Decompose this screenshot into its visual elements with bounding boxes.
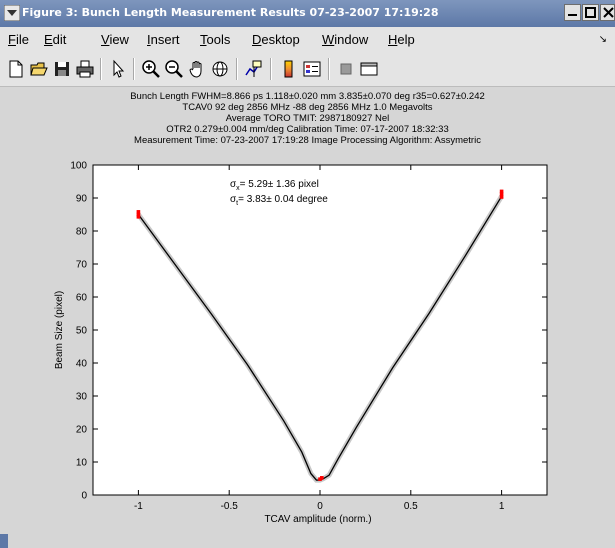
x-tick-label: -0.5 xyxy=(221,501,239,512)
header-line-toro: Average TORO TMIT: 2987180927 Nel xyxy=(225,113,390,124)
x-tick-label: -1 xyxy=(134,501,143,512)
measured-point xyxy=(136,212,141,217)
window-corner xyxy=(0,534,8,548)
rotate-3d-icon[interactable] xyxy=(210,59,230,79)
menu-bar: File Edit View Insert Tools Desktop Wind… xyxy=(0,27,615,51)
hide-plot-tools-icon[interactable] xyxy=(336,59,356,79)
window-title: Figure 3: Bunch Length Measurement Resul… xyxy=(22,6,439,19)
close-icon xyxy=(603,7,614,18)
maximize-button[interactable] xyxy=(582,4,599,21)
x-tick-label: 0 xyxy=(317,501,323,512)
measured-point xyxy=(136,210,141,214)
y-tick-label: 90 xyxy=(76,194,88,205)
toolbar-separator xyxy=(133,58,135,80)
menu-window[interactable]: Window xyxy=(322,32,369,47)
window-menu-icon[interactable] xyxy=(4,5,20,21)
menu-desktop[interactable]: Desktop xyxy=(252,32,300,47)
measured-point xyxy=(318,477,322,481)
sigma-t-annotation: σt= 3.83± 0.04 degree xyxy=(230,194,328,207)
menu-tools[interactable]: Tools xyxy=(200,32,231,47)
pointer-icon[interactable] xyxy=(108,59,128,79)
y-tick-label: 80 xyxy=(76,227,88,238)
x-tick-label: 1 xyxy=(499,501,505,512)
sigma-x-annotation: σx= 5.29± 1.36 pixel xyxy=(230,179,319,192)
measured-point xyxy=(499,195,504,199)
pan-hand-icon[interactable] xyxy=(187,59,207,79)
toolbar-separator xyxy=(236,58,238,80)
x-axis-label: TCAV amplitude (norm.) xyxy=(264,514,371,525)
toolbar-separator xyxy=(328,58,330,80)
header-line-otr: OTR2 0.279±0.004 mm/deg Calibration Time… xyxy=(166,124,449,135)
y-tick-label: 40 xyxy=(76,359,88,370)
minimize-icon xyxy=(568,14,577,16)
menu-edit[interactable]: Edit xyxy=(44,32,67,47)
x-tick-label: 0.5 xyxy=(404,501,418,512)
open-file-icon[interactable] xyxy=(29,59,49,79)
menu-help[interactable]: Help xyxy=(388,32,415,47)
y-tick-label: 0 xyxy=(81,491,87,502)
menu-overflow-icon[interactable]: ↘ xyxy=(598,34,607,45)
show-plot-tools-icon[interactable] xyxy=(359,59,379,79)
measurement-header: Bunch Length FWHM=8.866 ps 1.118±0.020 m… xyxy=(0,91,615,146)
y-tick-label: 10 xyxy=(76,458,88,469)
y-tick-label: 70 xyxy=(76,260,88,271)
header-line-measurement-time: Measurement Time: 07-23-2007 17:19:28 Im… xyxy=(134,135,481,146)
legend-icon[interactable] xyxy=(302,59,322,79)
zoom-in-icon[interactable] xyxy=(141,59,161,79)
data-cursor-icon[interactable] xyxy=(244,59,264,79)
measured-point xyxy=(136,215,141,219)
header-line-tcav: TCAV0 92 deg 2856 MHz -88 deg 2856 MHz 1… xyxy=(182,102,433,113)
colorbar-icon[interactable] xyxy=(279,59,299,79)
measured-point xyxy=(499,189,504,194)
maximize-icon xyxy=(585,7,596,18)
y-tick-label: 100 xyxy=(70,161,87,172)
beam-size-plot[interactable]: 0 10 20 30 40 50 60 70 80 90 100 -1 -0.5 0 0.5 1 Beam … xyxy=(0,87,615,542)
y-tick-label: 30 xyxy=(76,392,88,403)
y-axis-label: Beam Size (pixel) xyxy=(54,291,65,369)
header-line-bunch-length: Bunch Length FWHM=8.866 ps 1.118±0.020 m… xyxy=(130,91,485,102)
menu-insert[interactable]: Insert xyxy=(147,32,180,47)
new-file-icon[interactable] xyxy=(6,59,26,79)
y-axis-ticks: 0 10 20 30 40 50 60 70 80 90 100 xyxy=(70,161,547,502)
y-tick-label: 20 xyxy=(76,425,88,436)
menu-view[interactable]: View xyxy=(101,32,129,47)
minimize-button[interactable] xyxy=(564,4,581,21)
toolbar-separator xyxy=(270,58,272,80)
figure-toolbar xyxy=(0,51,615,87)
print-icon[interactable] xyxy=(75,59,95,79)
save-icon[interactable] xyxy=(52,59,72,79)
y-tick-label: 60 xyxy=(76,293,88,304)
close-button[interactable] xyxy=(600,4,615,21)
toolbar-separator xyxy=(100,58,102,80)
x-axis-ticks: -1 -0.5 0 0.5 1 xyxy=(134,165,505,512)
measured-point xyxy=(320,476,324,480)
plot-area[interactable] xyxy=(92,164,548,496)
measured-point xyxy=(499,192,504,196)
y-tick-label: 50 xyxy=(76,326,88,337)
series-points xyxy=(136,189,504,481)
title-bar[interactable]: Figure 3: Bunch Length Measurement Resul… xyxy=(0,0,615,27)
figure-canvas: Bunch Length FWHM=8.866 ps 1.118±0.020 m… xyxy=(0,87,615,542)
zoom-out-icon[interactable] xyxy=(164,59,184,79)
menu-file[interactable]: File xyxy=(8,32,29,47)
